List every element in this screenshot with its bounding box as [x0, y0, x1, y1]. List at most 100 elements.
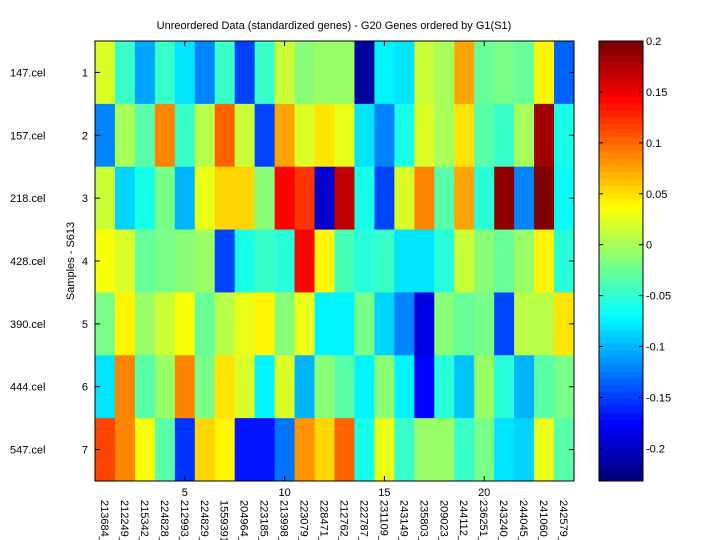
heatmap-cell: [334, 41, 355, 105]
colorbar-band: [599, 336, 643, 344]
colorbar-band: [599, 446, 643, 454]
gene-label: 243149_: [397, 500, 409, 540]
heatmap-cell: [454, 229, 475, 293]
gene-label: 213684_: [98, 500, 110, 540]
y-tick-label: 4: [82, 256, 88, 268]
heatmap-cell: [434, 103, 455, 168]
colorbar-band: [599, 419, 643, 427]
heatmap-cell: [354, 41, 375, 105]
heatmap-cell: [95, 41, 116, 105]
colorbar-band: [599, 288, 643, 296]
heatmap-cell: [314, 41, 335, 105]
colorbar-band: [599, 102, 643, 111]
colorbar-tick-label: -0.2: [646, 443, 665, 455]
heatmap-cell: [134, 292, 156, 356]
heatmap-cell: [434, 229, 455, 293]
gene-label: 204964_: [238, 500, 250, 540]
colorbar-band: [599, 364, 643, 372]
heatmap-cell: [514, 418, 535, 482]
heatmap-cell: [314, 355, 335, 419]
heatmap-cell: [174, 103, 196, 168]
heatmap-cell: [474, 166, 495, 231]
heatmap-cell: [554, 229, 575, 293]
heatmap-cell: [234, 103, 256, 168]
heatmap-cell: [434, 166, 455, 231]
heatmap-cell: [294, 229, 316, 293]
heatmap-cell: [234, 355, 256, 419]
axes: 1 147.cel 2 157.cel 3 218.cel 4 428.cel 5 390.cel…: [10, 41, 574, 540]
x-tick-label: 20: [478, 487, 490, 499]
sample-label: 444.cel: [10, 382, 45, 394]
heatmap-cell: [194, 292, 216, 356]
heatmap-cell: [474, 103, 495, 168]
heatmap-cell: [454, 103, 475, 168]
heatmap-cell: [414, 355, 435, 419]
heatmap-cell: [374, 355, 395, 419]
heatmap-cell: [234, 229, 256, 293]
heatmap-cell: [414, 292, 435, 356]
gene-label: 209023_: [437, 500, 449, 540]
heatmap-cell: [95, 229, 116, 293]
colorbar-band: [599, 82, 643, 90]
gene-label: 223185_: [258, 500, 270, 540]
heatmap-cell: [374, 166, 395, 231]
heatmap-cell: [134, 166, 156, 231]
heatmap-cell: [454, 41, 475, 105]
heatmap-cell: [214, 103, 236, 168]
heatmap-cell: [334, 103, 355, 168]
heatmap-cell: [194, 355, 216, 419]
gene-label: 212993_: [178, 500, 190, 540]
heatmap-cell: [454, 292, 475, 356]
heatmap-cell: [114, 41, 136, 105]
gene-label: 224829_: [198, 500, 210, 540]
y-tick-label: 2: [82, 130, 88, 142]
heatmap-cell: [554, 292, 575, 356]
colorbar-band: [599, 116, 643, 124]
heatmap-cell: [434, 355, 455, 419]
heatmap-cell: [274, 292, 296, 356]
colorbar-band: [599, 398, 643, 406]
heatmap-cell: [474, 229, 495, 293]
heatmap-cell: [114, 355, 136, 419]
heatmap-cell: [334, 166, 355, 231]
y-axis-label: Samples - S613: [65, 222, 77, 300]
heatmap-cell: [274, 103, 296, 168]
colorbar-band: [599, 123, 643, 131]
colorbar-band: [599, 109, 643, 118]
heatmap-cell: [234, 418, 256, 482]
heatmap-cell: [514, 229, 535, 293]
colorbar-band: [599, 460, 643, 468]
heatmap-cell: [474, 41, 495, 105]
heatmap-cell: [274, 355, 296, 419]
colorbar-band: [599, 89, 643, 97]
sample-label: 428.cel: [10, 256, 45, 268]
heatmap-cell: [394, 229, 415, 293]
heatmap-cell: [294, 103, 316, 168]
heatmap-cell: [274, 229, 296, 293]
gene-label: 241060_: [537, 500, 549, 540]
heatmap-cell: [394, 41, 415, 105]
colorbar-band: [599, 474, 643, 482]
y-tick-label: 3: [82, 193, 88, 205]
heatmap-cell: [194, 103, 216, 168]
heatmap-cell: [134, 418, 156, 482]
heatmap-cell: [554, 355, 575, 419]
heatmap-cell: [214, 41, 236, 105]
heatmap-cell: [95, 418, 116, 482]
gene-label: 224828_: [158, 500, 170, 540]
colorbar-band: [599, 199, 643, 207]
heatmap-cell: [434, 418, 455, 482]
colorbar-band: [599, 357, 643, 365]
heatmap-cell: [374, 418, 395, 482]
heatmap-cell: [474, 355, 495, 419]
colorbar-band: [599, 309, 643, 317]
y-tick-label: 1: [82, 67, 88, 79]
heatmap-cell: [454, 166, 475, 231]
gene-label: 212762_: [337, 500, 349, 540]
heatmap-cell: [374, 103, 395, 168]
heatmap-cell: [314, 229, 335, 293]
heatmap-cell: [134, 229, 156, 293]
heatmap-cell: [254, 103, 276, 168]
heatmap-cell: [174, 229, 196, 293]
colorbar-tick-label: -0.15: [646, 392, 671, 404]
